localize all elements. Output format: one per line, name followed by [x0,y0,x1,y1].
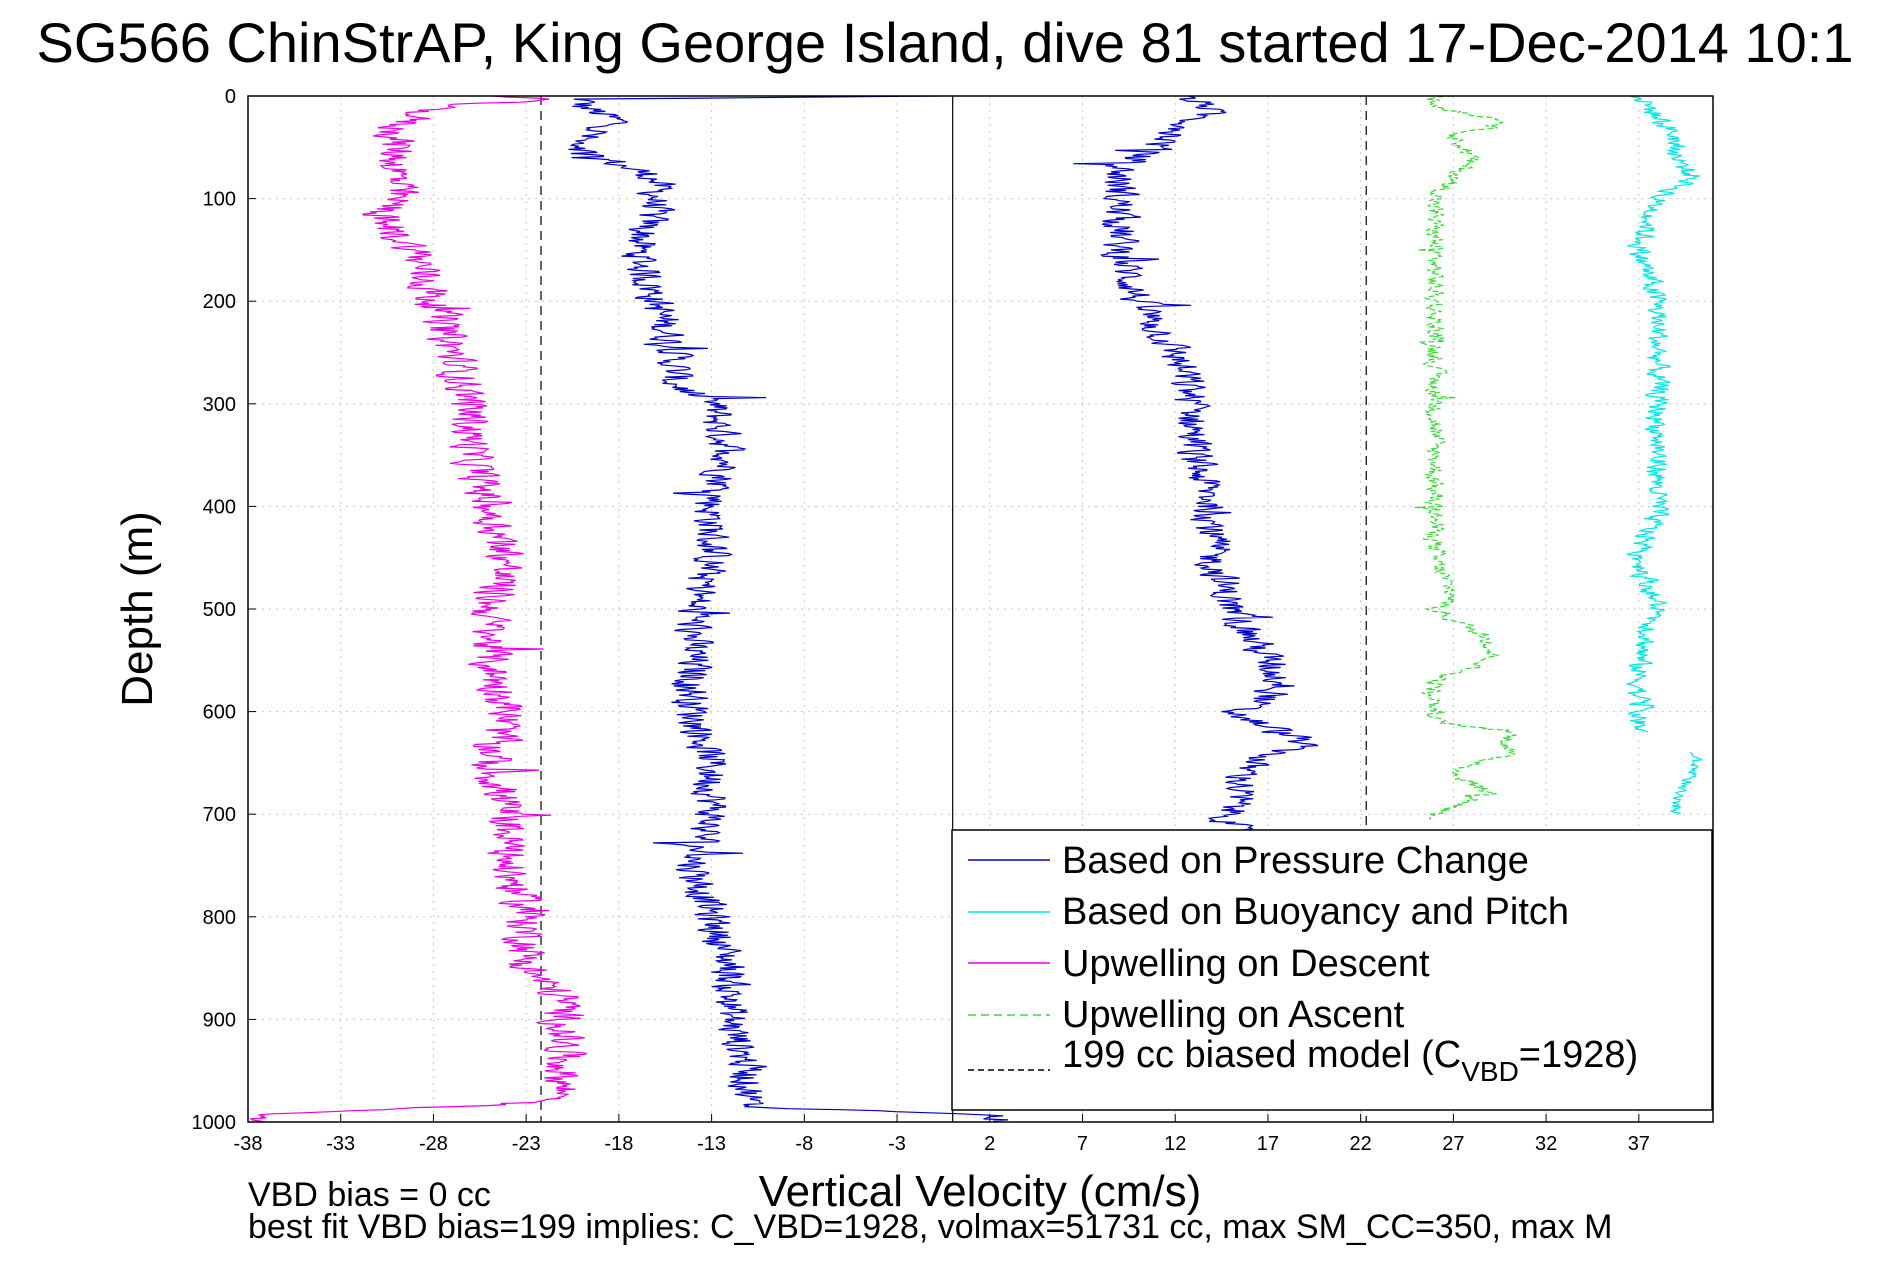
x-tick-label: 27 [1442,1133,1464,1155]
vbd-bias-note: VBD bias = 0 cc [248,1176,491,1214]
legend-label-ascent: Upwelling on Ascent [1062,994,1405,1036]
y-tick-label: 800 [203,907,236,929]
x-tick-label: -13 [697,1133,726,1155]
series-group [249,96,1704,1122]
x-tick-label: -38 [234,1133,263,1155]
y-tick-label: 1000 [192,1112,237,1134]
legend-label-buoyancy: Based on Buoyancy and Pitch [1062,891,1569,933]
y-tick-label: 0 [225,86,236,108]
x-tick-label: 32 [1535,1133,1557,1155]
x-tick-label: -18 [604,1133,633,1155]
x-tick-label: -33 [326,1133,355,1155]
y-axis-label: Depth (m) [113,511,162,707]
x-tick-label: -8 [795,1133,813,1155]
x-tick-label: -28 [419,1133,448,1155]
x-tick-label: -3 [888,1133,906,1155]
chart-title: SG566 ChinStrAP, King George Island, div… [37,11,1854,74]
series-line-3 [1414,96,1518,820]
y-tick-label: 600 [203,702,236,724]
series-line-0 [568,96,1009,1122]
y-tick-label: 500 [203,599,236,621]
legend-box [951,829,1713,1111]
x-ticks: -38 -33 -28 -23 -18 -13 -8 -3 2 7 12 17 22 27 32 37 [234,1114,1650,1155]
best-fit-note: best fit VBD bias=199 implies: C_VBD=192… [248,1208,1612,1246]
legend: Based on Pressure Change Based on Buoyan… [951,829,1713,1111]
series-line-5 [1670,752,1704,815]
y-tick-label: 200 [203,291,236,313]
legend-label-pressure: Based on Pressure Change [1062,840,1529,882]
x-tick-label: 17 [1257,1133,1279,1155]
x-tick-label: 22 [1350,1133,1372,1155]
y-tick-label: 300 [203,394,236,416]
x-tick-label: 37 [1628,1133,1650,1155]
legend-label-model: 199 cc biased model (CVBD=1928) [1062,1034,1638,1087]
y-tick-label: 100 [203,189,236,211]
series-line-4 [1626,96,1700,733]
x-axis-label: Vertical Velocity (cm/s) [759,1167,1202,1216]
y-tick-label: 900 [203,1009,236,1031]
y-tick-label: 400 [203,496,236,518]
x-tick-label: 7 [1077,1133,1088,1155]
plot-area [249,96,1704,1122]
x-tick-label: -23 [512,1133,541,1155]
x-tick-label: 12 [1164,1133,1186,1155]
legend-label-descent: Upwelling on Descent [1062,943,1430,985]
x-tick-label: 2 [984,1133,995,1155]
series-line-2 [249,96,588,1122]
series-line-1 [1073,96,1319,836]
y-tick-label: 700 [203,804,236,826]
y-ticks: 0 100 200 300 400 500 600 700 800 900 1000 [192,86,256,1134]
